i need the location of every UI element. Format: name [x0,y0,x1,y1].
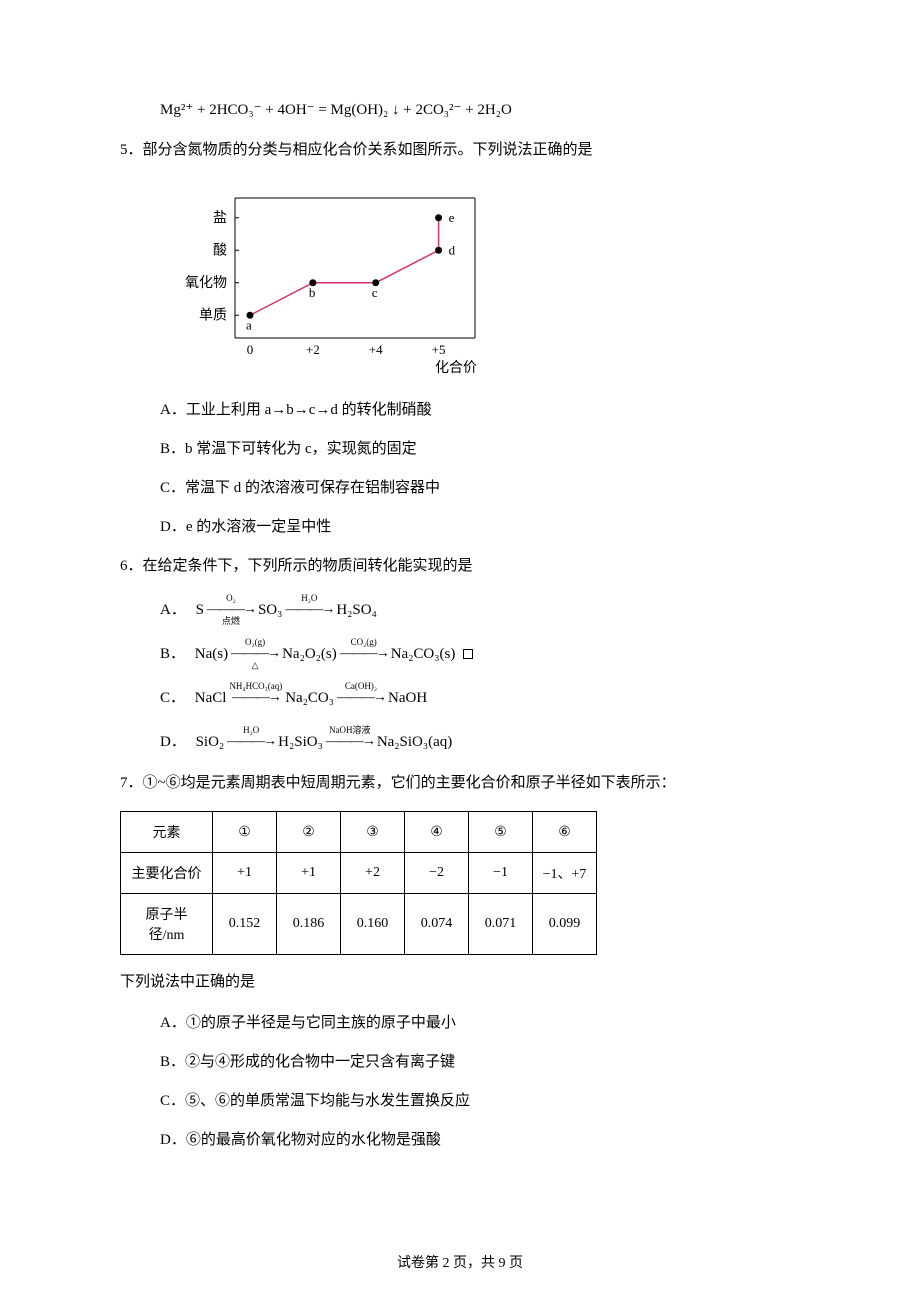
svg-text:c: c [372,285,378,300]
q6-text: 在给定条件下，下列所示的物质间转化能实现的是 [143,558,473,574]
unknown-marker-icon [463,649,473,659]
svg-text:酸: 酸 [213,242,227,258]
q7-option-c: C．⑤、⑥的单质常温下均能与水发生置换反应 [160,1088,800,1115]
q5-option-d: D．e 的水溶液一定呈中性 [160,514,800,541]
svg-text:d: d [449,242,456,257]
svg-text:+4: +4 [369,342,383,357]
q5-number: 5． [120,142,143,158]
svg-text:化合价: 化合价 [435,360,477,376]
q5-chart-svg: 盐酸氧化物单质 0 +2 +4 +5 化合价 a b c d e [160,178,490,378]
svg-text:+5: +5 [432,342,446,357]
q6-c-label: C． [160,690,185,706]
q6-b-label: B． [160,646,185,662]
q6-stem: 6．在给定条件下，下列所示的物质间转化能实现的是 [120,553,800,580]
q6-d-label: D． [160,734,186,750]
q5-option-a: A．工业上利用 a→b→c→d 的转化制硝酸 [160,397,800,424]
q6-number: 6． [120,558,143,574]
svg-text:+2: +2 [306,342,320,357]
svg-text:单质: 单质 [199,307,227,323]
q6-d-equation: SiO₂H₂O———→ H₂SiO₃NaOH溶液———→ Na₂SiO₃(aq) [196,726,453,758]
q7-table-wrap: 元素①②③④⑤⑥主要化合价+1+1+2−2−1−1、+7原子半径/nm0.152… [120,811,800,955]
q5-chart: 盐酸氧化物单质 0 +2 +4 +5 化合价 a b c d e [160,178,800,383]
q7-number: 7． [120,775,143,791]
q5-stem: 5．部分含氮物质的分类与相应化合价关系如图所示。下列说法正确的是 [120,137,800,164]
q7-stem: 7．①~⑥均是元素周期表中短周期元素，它们的主要化合价和原子半径如下表所示： [120,770,800,797]
q7-table: 元素①②③④⑤⑥主要化合价+1+1+2−2−1−1、+7原子半径/nm0.152… [120,811,597,955]
q7-option-a: A．①的原子半径是与它同主族的原子中最小 [160,1010,800,1037]
q6-b-equation: Na(s)O₂(g)———→△Na₂O₂(s)CO₂(g)———→ Na₂CO₃… [195,638,456,670]
q7-option-d: D．⑥的最高价氧化物对应的水化物是强酸 [160,1127,800,1154]
q6-a-equation: SO₂———→点燃SO₃H₂O———→ H₂SO₄ [196,594,377,626]
q5-option-c: C．常温下 d 的浓溶液可保存在铝制容器中 [160,475,800,502]
svg-text:盐: 盐 [213,210,227,226]
svg-text:e: e [449,210,455,225]
q6-option-d: D． SiO₂H₂O———→ H₂SiO₃NaOH溶液———→ Na₂SiO₃(… [160,726,800,758]
ionic-equation: Mg²⁺ + 2HCO₃⁻ + 4OH⁻ = Mg(OH)₂ ↓ + 2CO₃²… [160,100,800,119]
q7-option-b: B．②与④形成的化合物中一定只含有离子键 [160,1049,800,1076]
svg-text:0: 0 [247,342,254,357]
q6-option-b: B． Na(s)O₂(g)———→△Na₂O₂(s)CO₂(g)———→ Na₂… [160,638,800,670]
q5-option-b: B．b 常温下可转化为 c，实现氮的固定 [160,436,800,463]
svg-text:氧化物: 氧化物 [185,275,227,291]
q6-option-a: A． SO₂———→点燃SO₃H₂O———→ H₂SO₄ [160,594,800,626]
q6-a-label: A． [160,602,186,618]
q6-c-equation: NaClNH₄HCO₃(aq)———→ Na₂CO₃Ca(OH)₂———→ Na… [195,682,427,714]
q7-post: 下列说法中正确的是 [120,969,800,996]
q7-text: ①~⑥均是元素周期表中短周期元素，它们的主要化合价和原子半径如下表所示： [143,775,676,791]
q5-text: 部分含氮物质的分类与相应化合价关系如图所示。下列说法正确的是 [143,142,593,158]
svg-text:b: b [309,285,316,300]
svg-text:a: a [246,317,252,332]
page-footer: 试卷第 2 页，共 9 页 [0,1252,920,1272]
q6-option-c: C． NaClNH₄HCO₃(aq)———→ Na₂CO₃Ca(OH)₂———→… [160,682,800,714]
